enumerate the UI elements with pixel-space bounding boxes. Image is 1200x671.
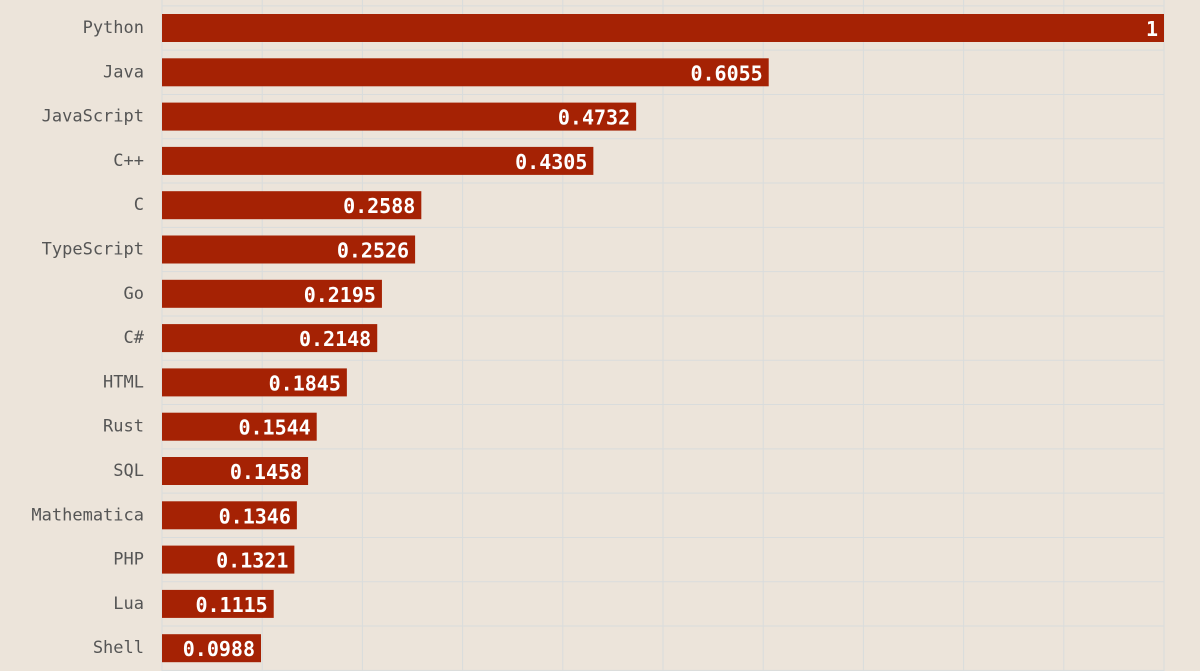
value-label: 0.1458 bbox=[230, 460, 302, 484]
grid-lines bbox=[161, 0, 1165, 671]
category-labels: Python Java JavaScript C++ C TypeScript Go C# HT… bbox=[31, 18, 144, 658]
value-labels: 1 0.6055 0.4732 0.4305 0.2588 0.2526 0.2195 0.2… bbox=[183, 17, 1158, 661]
category-label: C# bbox=[124, 328, 145, 348]
value-label: 0.4732 bbox=[558, 106, 630, 130]
bar-sql bbox=[162, 457, 309, 485]
category-label: Mathematica bbox=[31, 505, 144, 525]
bar-mathematica bbox=[162, 501, 297, 530]
bar-c bbox=[162, 191, 422, 220]
bar-java bbox=[162, 58, 769, 87]
bar-html bbox=[162, 368, 347, 397]
value-label: 0.0988 bbox=[183, 637, 255, 661]
category-label: TypeScript bbox=[42, 240, 144, 260]
category-label: Rust bbox=[103, 417, 144, 437]
value-label: 0.1346 bbox=[219, 504, 291, 528]
value-label: 0.1115 bbox=[195, 593, 267, 617]
category-label: SQL bbox=[113, 461, 144, 481]
value-label: 0.2526 bbox=[337, 239, 409, 263]
category-label: HTML bbox=[103, 372, 144, 392]
category-label: Java bbox=[103, 62, 144, 82]
bar-javascript bbox=[162, 102, 637, 131]
category-label: Lua bbox=[113, 594, 144, 614]
value-label: 1 bbox=[1146, 17, 1158, 41]
value-label: 0.4305 bbox=[515, 150, 587, 174]
bar-python bbox=[162, 14, 1164, 42]
value-label: 0.2148 bbox=[299, 327, 371, 351]
category-label: C++ bbox=[113, 151, 144, 171]
value-label: 0.1321 bbox=[216, 549, 288, 573]
category-label: Go bbox=[124, 284, 144, 304]
category-label: Python bbox=[83, 18, 144, 38]
bar-c- bbox=[162, 324, 378, 353]
bar-php bbox=[162, 545, 295, 574]
bar-rust bbox=[162, 412, 317, 441]
bar-go bbox=[162, 279, 382, 308]
bar-typescript bbox=[162, 235, 416, 264]
bar-shell bbox=[162, 634, 261, 663]
bar-lua bbox=[162, 589, 274, 618]
category-label: C bbox=[134, 195, 144, 215]
category-label: PHP bbox=[113, 550, 144, 570]
bars bbox=[162, 14, 1164, 663]
category-label: JavaScript bbox=[42, 107, 144, 127]
category-label: Shell bbox=[93, 638, 144, 658]
value-label: 0.1845 bbox=[269, 371, 341, 395]
value-label: 0.6055 bbox=[690, 61, 762, 85]
value-label: 0.1544 bbox=[238, 416, 310, 440]
bar-c- bbox=[162, 146, 594, 175]
value-label: 0.2588 bbox=[343, 194, 415, 218]
value-label: 0.2195 bbox=[304, 283, 376, 307]
